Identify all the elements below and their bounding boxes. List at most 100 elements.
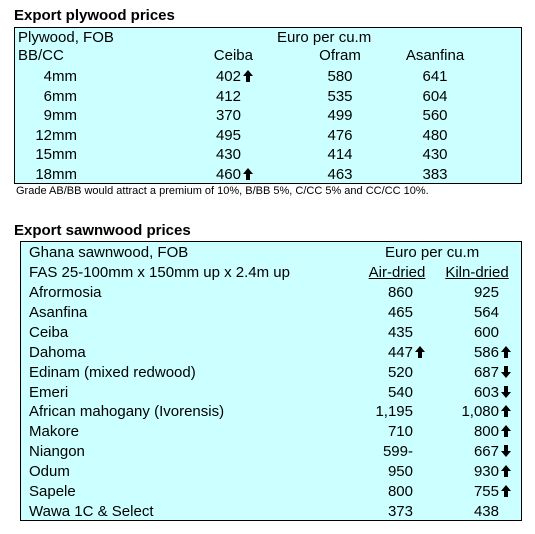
sawnwood-table: Ghana sawnwood, FOB Euro per cu.m FAS 25… bbox=[20, 241, 522, 521]
plywood-ceiba-price: 402 bbox=[165, 68, 253, 86]
sawnwood-air-dried-price: 860 bbox=[351, 284, 425, 302]
sawnwood-header-spec: FAS 25-100mm x 150mm up x 2.4m up bbox=[29, 264, 290, 281]
sawnwood-kiln-dried-price: 1,080 bbox=[431, 403, 511, 421]
plywood-ofram-price: 535 bbox=[305, 88, 375, 106]
plywood-col-ceiba: Ceiba bbox=[213, 47, 253, 64]
plywood-ofram-price-text: 463 bbox=[327, 165, 353, 183]
plywood-ceiba-price-text: 430 bbox=[215, 146, 241, 163]
plywood-asanfina-price: 480 bbox=[395, 127, 475, 145]
sawnwood-kiln-dried-price: 925 bbox=[431, 284, 511, 302]
sawnwood-air-dried-price: 800 bbox=[351, 483, 425, 501]
sawnwood-air-dried-price: 447 bbox=[351, 344, 425, 362]
arrow-up-icon bbox=[243, 167, 253, 180]
plywood-ofram-price: 476 bbox=[305, 127, 375, 145]
plywood-size-text: 12mm bbox=[35, 126, 77, 144]
plywood-header-fob: Plywood, FOB bbox=[18, 29, 114, 46]
sawnwood-species: Emeri bbox=[29, 384, 68, 402]
sawnwood-kiln-dried-price-text: 600 bbox=[473, 323, 499, 341]
sawnwood-kiln-dried-price: 755 bbox=[431, 483, 511, 501]
plywood-asanfina-price: 383 bbox=[395, 166, 475, 184]
sawnwood-species: Afrormosia bbox=[29, 284, 102, 302]
sawnwood-air-dried-price-text: 540 bbox=[387, 383, 413, 401]
sawnwood-air-dried-price: 950 bbox=[351, 463, 425, 481]
sawnwood-kiln-dried-price: 564 bbox=[431, 304, 511, 322]
sawnwood-air-dried-price: 599- bbox=[351, 443, 425, 461]
plywood-asanfina-price-text: 480 bbox=[422, 126, 448, 144]
plywood-ceiba-price: 370 bbox=[165, 107, 253, 125]
plywood-unit-label: Euro per cu.m bbox=[277, 29, 372, 46]
sawnwood-air-dried-price: 710 bbox=[351, 423, 425, 441]
sawnwood-species: Ceiba bbox=[29, 324, 68, 342]
sawnwood-species-text: African mahogany (Ivorensis) bbox=[29, 403, 225, 421]
sawnwood-species: African mahogany (Ivorensis) bbox=[29, 403, 224, 421]
arrow-down-icon bbox=[501, 445, 511, 458]
plywood-size-text: 15mm bbox=[35, 146, 77, 163]
sawnwood-species-text: Ceiba bbox=[29, 323, 69, 341]
plywood-ofram-price: 463 bbox=[305, 166, 375, 184]
sawnwood-species-text: Edinam (mixed redwood) bbox=[29, 363, 196, 381]
plywood-size: 9mm bbox=[15, 107, 77, 125]
plywood-grade-note: Grade AB/BB would attract a premium of 1… bbox=[16, 185, 429, 197]
sawnwood-air-dried-price-text: 520 bbox=[387, 363, 413, 381]
sawnwood-kiln-dried-price-text: 603 bbox=[473, 383, 499, 401]
arrow-down-icon bbox=[501, 385, 511, 398]
plywood-ofram-price: 499 bbox=[305, 107, 375, 125]
arrow-up-icon bbox=[415, 345, 425, 358]
arrow-up-icon bbox=[501, 465, 511, 478]
plywood-size-text: 18mm bbox=[35, 165, 77, 183]
plywood-asanfina-price-text: 641 bbox=[422, 68, 448, 85]
plywood-size-text: 6mm bbox=[43, 87, 77, 105]
sawnwood-col-air-dried: Air-dried bbox=[368, 264, 426, 281]
plywood-ceiba-price-text: 460 bbox=[215, 165, 241, 183]
plywood-size: 6mm bbox=[15, 88, 77, 106]
sawnwood-species-text: Wawa 1C & Select bbox=[29, 502, 154, 520]
sawnwood-air-dried-price: 465 bbox=[351, 304, 425, 322]
sawnwood-kiln-dried-price-text: 925 bbox=[473, 284, 499, 301]
arrow-up-icon bbox=[501, 405, 511, 418]
plywood-ofram-price-text: 535 bbox=[327, 87, 353, 105]
sawnwood-species-text: Odum bbox=[29, 463, 70, 481]
sawnwood-species-text: Asanfina bbox=[29, 303, 88, 321]
sawnwood-kiln-dried-price: 930 bbox=[431, 463, 511, 481]
plywood-ceiba-price-text: 495 bbox=[215, 126, 241, 144]
plywood-ceiba-price: 412 bbox=[165, 88, 253, 106]
sawnwood-kiln-dried-price: 586 bbox=[431, 344, 511, 362]
sawnwood-air-dried-price: 520 bbox=[351, 364, 425, 382]
sawnwood-species: Dahoma bbox=[29, 344, 86, 362]
arrow-down-icon bbox=[501, 365, 511, 378]
plywood-col-asanfina: Asanfina bbox=[405, 47, 465, 64]
sawnwood-species: Wawa 1C & Select bbox=[29, 503, 154, 521]
plywood-ofram-price: 580 bbox=[305, 68, 375, 86]
sawnwood-air-dried-price-text: 447 bbox=[387, 343, 413, 361]
plywood-size-text: 9mm bbox=[43, 107, 77, 124]
plywood-ofram-price-text: 476 bbox=[327, 126, 353, 144]
plywood-asanfina-price: 604 bbox=[395, 88, 475, 106]
sawnwood-air-dried-price-text: 800 bbox=[387, 483, 413, 500]
plywood-ceiba-price: 430 bbox=[165, 146, 253, 164]
arrow-up-icon bbox=[501, 425, 511, 438]
sawnwood-kiln-dried-price-text: 930 bbox=[473, 463, 499, 481]
sawnwood-header-fob: Ghana sawnwood, FOB bbox=[29, 244, 189, 261]
plywood-asanfina-price-text: 560 bbox=[422, 107, 448, 124]
plywood-asanfina-price-text: 604 bbox=[422, 87, 448, 105]
plywood-size: 15mm bbox=[15, 146, 77, 164]
plywood-asanfina-price: 430 bbox=[395, 146, 475, 164]
sawnwood-air-dried-price-text: 465 bbox=[387, 303, 413, 321]
arrow-up-icon bbox=[501, 345, 511, 358]
sawnwood-species: Sapele bbox=[29, 483, 76, 501]
plywood-size: 18mm bbox=[15, 166, 77, 184]
sawnwood-air-dried-price: 1,195 bbox=[351, 403, 425, 421]
sawnwood-kiln-dried-price-text: 687 bbox=[473, 363, 499, 381]
sawnwood-kiln-dried-price: 438 bbox=[431, 503, 511, 521]
plywood-header-grade: BB/CC bbox=[18, 47, 64, 64]
plywood-title: Export plywood prices bbox=[14, 7, 175, 24]
plywood-ceiba-price: 495 bbox=[165, 127, 253, 145]
sawnwood-species: Odum bbox=[29, 463, 70, 481]
sawnwood-kiln-dried-price-text: 438 bbox=[473, 502, 499, 520]
sawnwood-air-dried-price-text: 373 bbox=[387, 502, 413, 520]
plywood-ceiba-price-text: 412 bbox=[215, 87, 241, 105]
sawnwood-air-dried-price-text: 710 bbox=[387, 423, 413, 441]
sawnwood-kiln-dried-price: 687 bbox=[431, 364, 511, 382]
sawnwood-species: Niangon bbox=[29, 443, 85, 461]
plywood-ofram-price-text: 499 bbox=[327, 107, 353, 124]
